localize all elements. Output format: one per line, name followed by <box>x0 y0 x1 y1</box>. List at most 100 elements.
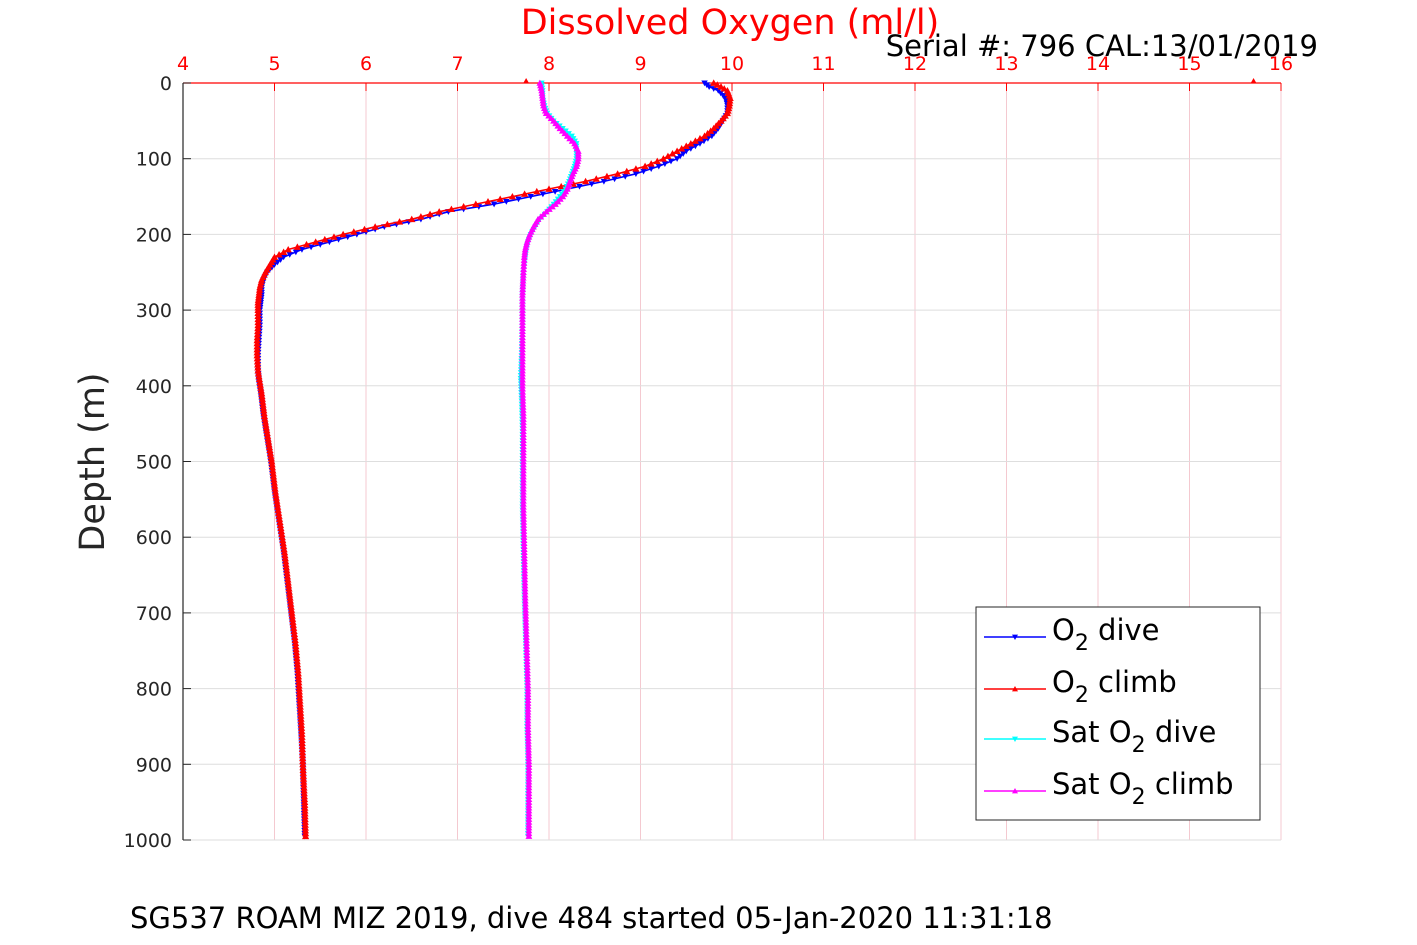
data-point <box>284 575 292 583</box>
data-point <box>623 167 631 175</box>
data-point <box>350 228 358 235</box>
data-point <box>286 594 294 601</box>
data-point <box>277 527 285 535</box>
data-point <box>294 663 302 671</box>
data-point <box>273 497 281 504</box>
chart-title: Dissolved Oxygen (ml/l) <box>521 3 940 43</box>
data-point <box>523 642 531 649</box>
data-point <box>533 187 541 195</box>
data-point <box>520 527 528 534</box>
data-point <box>288 612 296 619</box>
data-point <box>260 412 269 419</box>
y-tick-label: 400 <box>136 376 172 398</box>
data-point <box>521 573 529 580</box>
x-tick-label: 10 <box>720 53 744 75</box>
data-point <box>253 330 262 338</box>
data-point <box>293 660 302 668</box>
data-point <box>295 691 304 698</box>
data-point <box>647 160 655 167</box>
data-point <box>522 633 530 640</box>
x-tick-label: 4 <box>177 53 189 75</box>
data-point <box>521 564 528 571</box>
data-point <box>659 155 667 162</box>
data-point <box>548 203 556 210</box>
data-point <box>296 697 304 704</box>
y-tick-label: 100 <box>136 149 172 171</box>
data-point <box>523 651 531 659</box>
x-tick-label: 7 <box>451 53 463 75</box>
data-point <box>266 446 274 454</box>
data-point <box>272 491 280 498</box>
data-point <box>520 515 528 522</box>
data-point <box>260 406 268 414</box>
y-tick-label: 200 <box>136 224 172 246</box>
data-point <box>524 670 531 677</box>
series-line <box>257 82 729 837</box>
data-point <box>1250 78 1257 84</box>
data-point <box>297 709 305 716</box>
data-point <box>297 724 306 731</box>
data-point <box>522 615 530 622</box>
data-point <box>520 533 528 540</box>
data-point <box>290 630 299 637</box>
data-point <box>383 220 391 228</box>
data-point <box>290 624 298 631</box>
data-point <box>588 181 595 188</box>
data-point <box>520 539 528 546</box>
data-point <box>284 245 292 253</box>
data-point <box>263 429 271 436</box>
data-point <box>520 521 528 528</box>
data-point <box>278 533 286 541</box>
data-point <box>632 165 640 172</box>
data-point <box>519 406 527 413</box>
data-point <box>253 354 261 362</box>
data-point <box>296 703 304 710</box>
data-point <box>522 624 530 631</box>
data-point <box>294 666 302 674</box>
data-point <box>344 234 351 241</box>
data-point <box>253 351 261 359</box>
data-point <box>282 557 290 565</box>
data-point <box>254 321 262 329</box>
data-point <box>524 679 532 686</box>
data-point <box>539 99 547 106</box>
data-point <box>286 591 294 598</box>
y-tick-label: 300 <box>136 300 172 322</box>
data-point <box>520 518 528 525</box>
data-point <box>371 223 379 230</box>
y-tick-label: 500 <box>136 452 172 474</box>
data-point <box>490 201 498 208</box>
data-point <box>271 485 279 492</box>
data-point <box>265 440 273 448</box>
legend-marker <box>1012 788 1018 794</box>
data-point <box>521 561 528 568</box>
data-point <box>263 426 271 434</box>
data-point <box>673 147 681 155</box>
data-point <box>682 142 690 149</box>
y-tick-label: 1000 <box>124 830 172 852</box>
data-point <box>520 551 528 559</box>
data-point <box>521 585 529 592</box>
data-point <box>521 579 529 586</box>
data-point <box>519 409 527 416</box>
data-point <box>335 236 342 243</box>
data-point <box>522 606 529 613</box>
data-point <box>280 254 287 261</box>
data-point <box>292 645 300 653</box>
data-point <box>278 530 286 538</box>
data-point <box>653 157 661 165</box>
data-point <box>521 594 529 601</box>
legend-marker <box>1012 634 1018 640</box>
data-point <box>395 218 404 225</box>
data-point <box>521 570 529 577</box>
data-point <box>522 612 530 619</box>
data-point <box>270 476 278 483</box>
data-point <box>286 252 293 258</box>
data-point <box>520 530 528 537</box>
data-point <box>521 576 529 583</box>
data-point <box>360 225 369 233</box>
data-point <box>285 585 293 592</box>
data-point <box>538 89 546 96</box>
data-point <box>519 385 526 392</box>
data-point <box>294 672 303 680</box>
